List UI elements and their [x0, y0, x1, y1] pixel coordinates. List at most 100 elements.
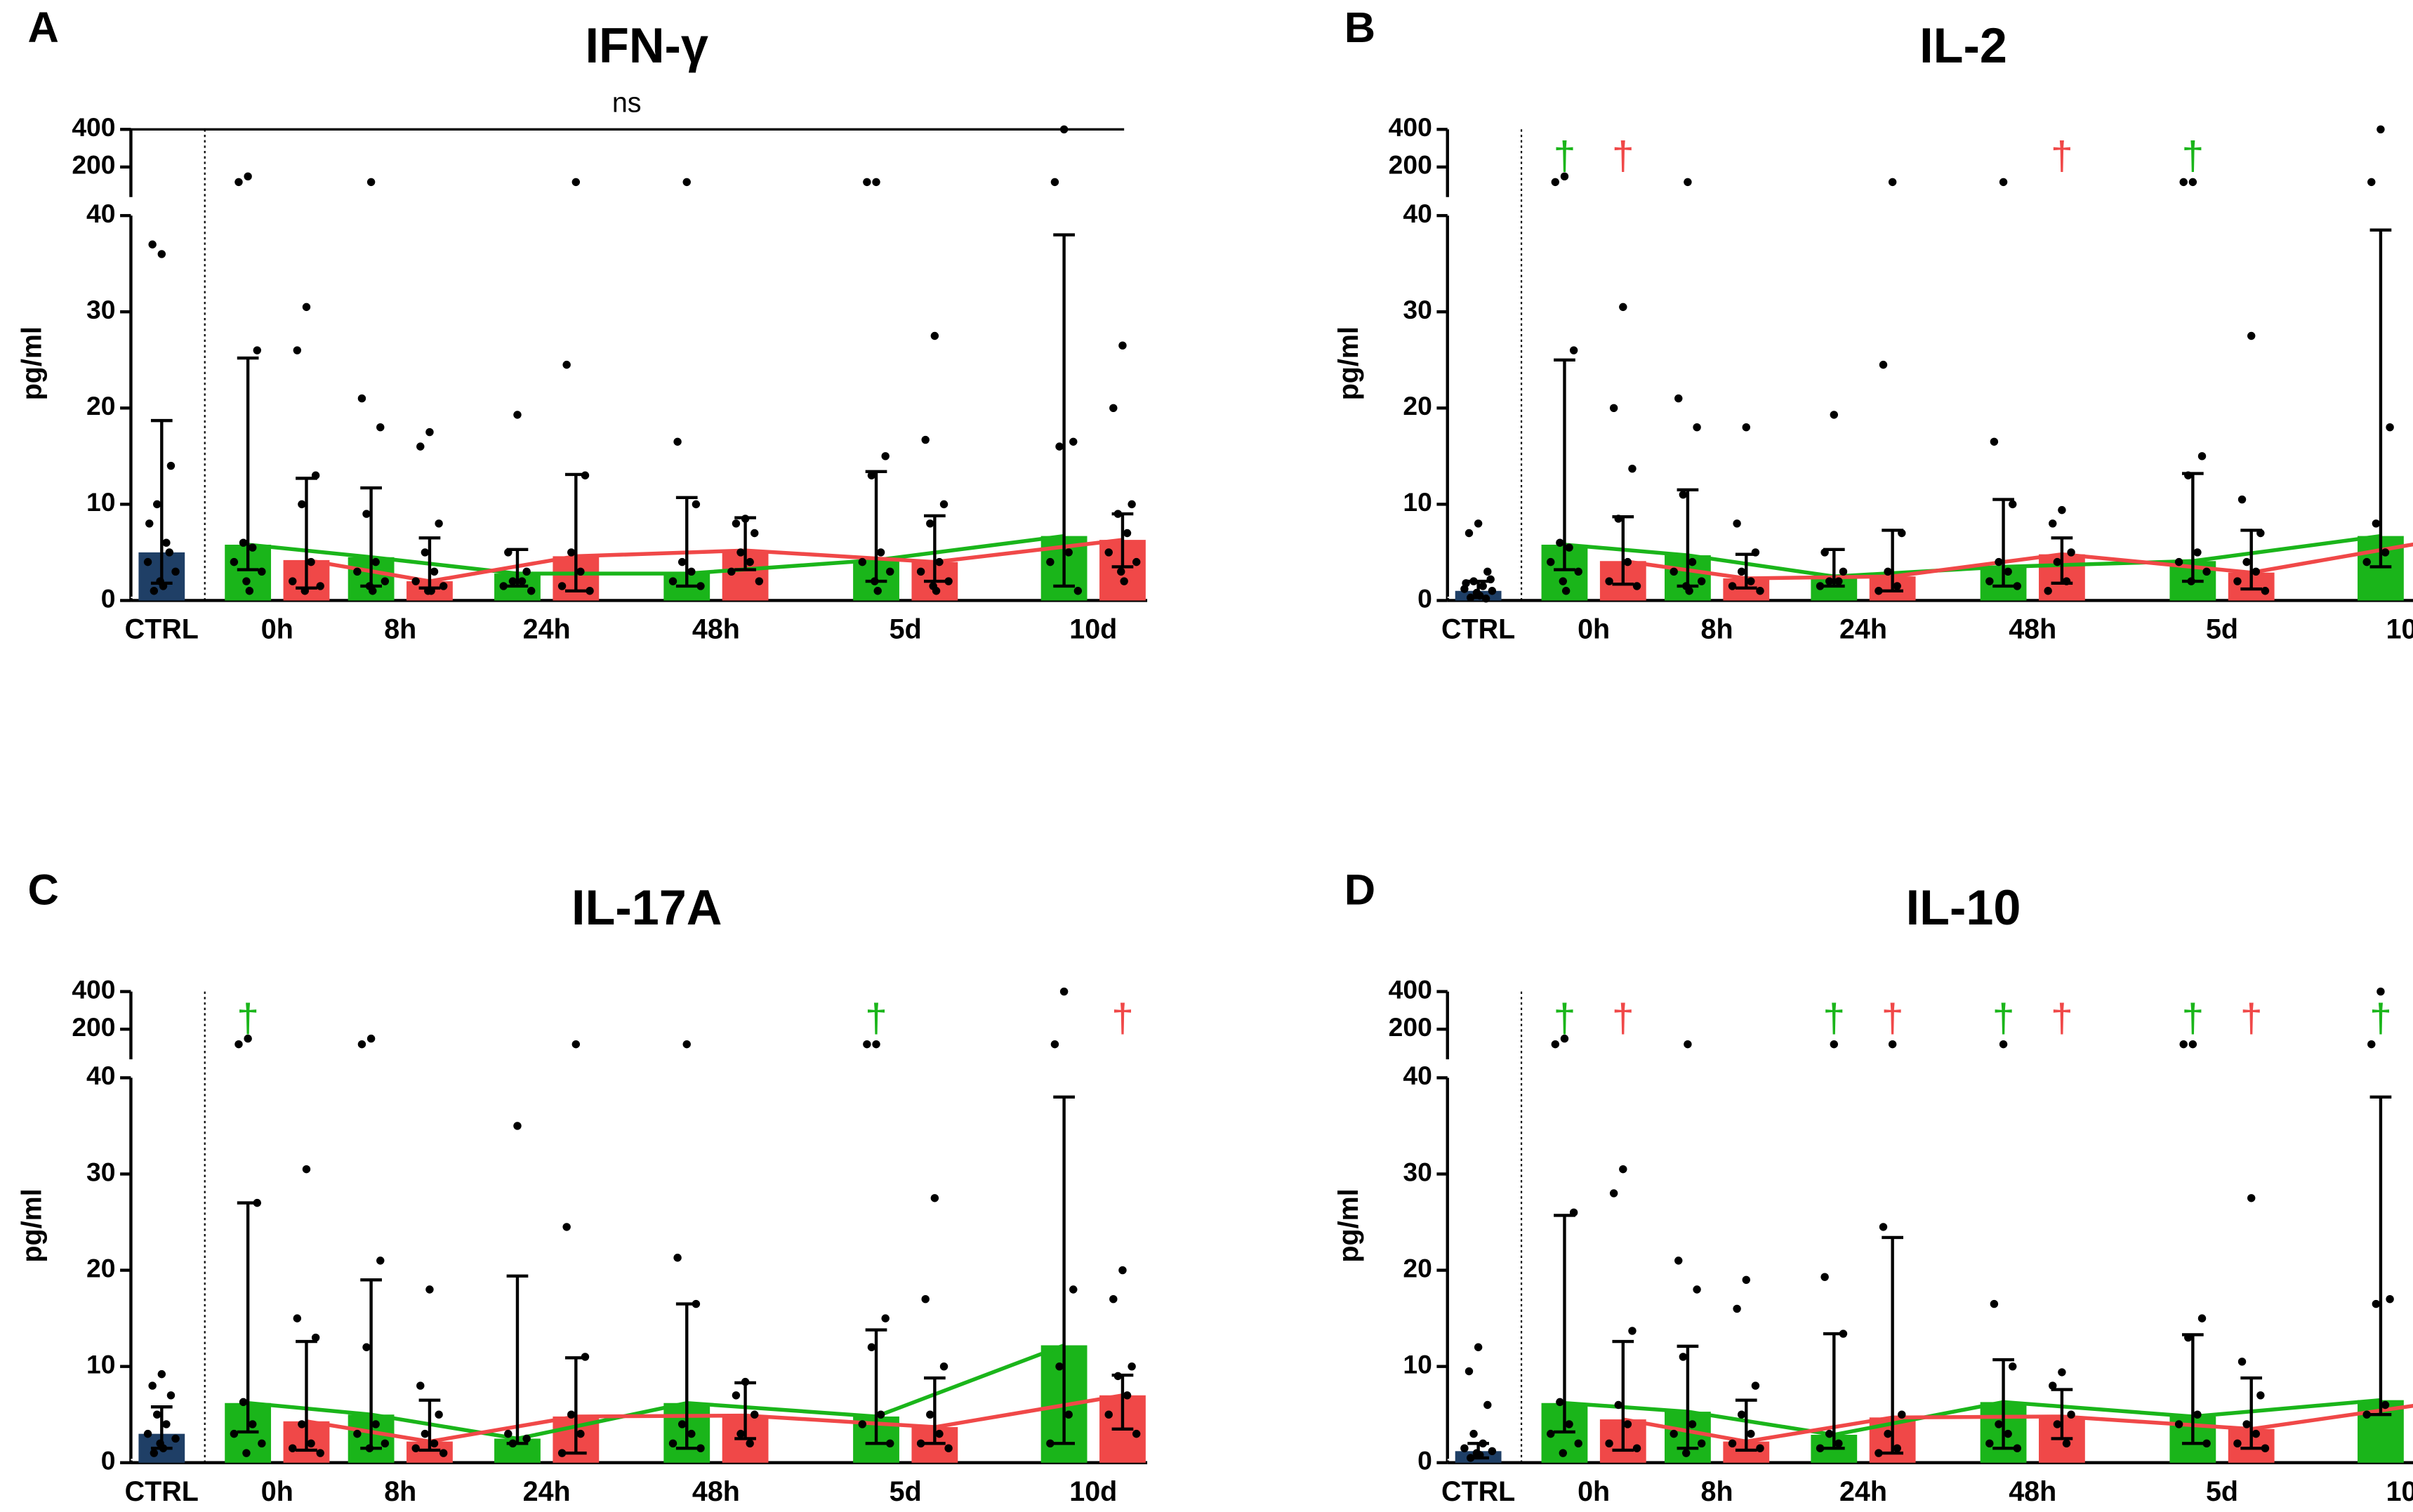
- data-point: [2237, 1358, 2247, 1366]
- data-point: [381, 577, 390, 585]
- x-tick-label: 5d: [890, 1476, 922, 1507]
- trend-line: [247, 1343, 1065, 1441]
- data-point: [298, 1420, 306, 1428]
- data-point: [289, 577, 297, 585]
- data-point: [369, 587, 377, 595]
- x-tick-label: CTRL: [1441, 1476, 1515, 1507]
- data-point: [687, 567, 696, 576]
- y-tick-label: 400: [72, 974, 115, 1004]
- data-point: [1670, 567, 1678, 576]
- data-point: [2256, 529, 2265, 538]
- data-point: [1839, 567, 1848, 576]
- data-point: [2386, 423, 2394, 432]
- panel-letter: A: [27, 4, 58, 52]
- data-point: [1069, 437, 1078, 446]
- data-point: [935, 1429, 944, 1438]
- data-point: [2058, 1368, 2066, 1377]
- data-point: [1109, 1295, 1118, 1304]
- trend-line: [1622, 542, 2413, 581]
- data-point: [353, 567, 362, 576]
- data-point: [145, 519, 154, 528]
- data-point: [1688, 557, 1697, 566]
- y-tick-label: 30: [86, 295, 115, 324]
- data-point: [1623, 557, 1632, 566]
- data-point: [2174, 1420, 2183, 1428]
- data-point: [1623, 1420, 1632, 1428]
- data-point: [1632, 1444, 1641, 1452]
- data-point: [435, 1410, 443, 1419]
- data-point: [1128, 500, 1136, 509]
- data-point: [2367, 178, 2376, 187]
- x-tick-label: 8h: [1701, 1476, 1733, 1507]
- data-point: [1059, 987, 1069, 996]
- data-point: [1674, 394, 1683, 403]
- dagger: †: [2369, 995, 2392, 1040]
- y-tick-label: 0: [101, 1446, 116, 1475]
- data-point: [2197, 1314, 2207, 1322]
- x-tick-label: 10d: [2386, 1476, 2413, 1507]
- y-axis-label: pg/ml: [1333, 1188, 1364, 1262]
- data-point: [1547, 557, 1555, 566]
- data-point: [307, 557, 315, 566]
- data-point: [557, 1449, 567, 1457]
- data-point: [171, 567, 180, 576]
- x-tick-label: 48h: [692, 1476, 740, 1507]
- data-point: [157, 1370, 166, 1379]
- data-point: [1888, 1040, 1897, 1049]
- panel-letter: D: [1344, 866, 1375, 914]
- data-point: [2372, 1299, 2381, 1308]
- data-point: [1050, 1040, 1059, 1049]
- data-point: [886, 567, 894, 576]
- data-point: [157, 250, 166, 258]
- data-point: [2013, 1444, 2022, 1452]
- chart-title: IFN-γ: [585, 18, 708, 73]
- data-point: [1737, 1410, 1746, 1419]
- data-point: [316, 582, 324, 590]
- data-point: [300, 587, 309, 595]
- data-point: [504, 548, 513, 557]
- data-point: [1569, 346, 1578, 354]
- data-point: [1688, 1420, 1697, 1428]
- data-point: [1693, 423, 1701, 432]
- data-point: [258, 567, 266, 576]
- data-point: [1565, 543, 1573, 552]
- data-point: [571, 178, 581, 187]
- data-point: [1474, 519, 1483, 528]
- data-point: [1884, 1429, 1892, 1438]
- x-tick-label: 8h: [1701, 614, 1733, 645]
- x-tick-label: 48h: [2009, 1476, 2056, 1507]
- y-tick-label: 10: [86, 487, 115, 517]
- data-point: [362, 510, 371, 518]
- trend-line: [306, 538, 1123, 583]
- data-point: [245, 587, 254, 595]
- data-point: [249, 543, 257, 552]
- data-point: [1064, 1410, 1073, 1419]
- y-tick-label: 20: [86, 391, 115, 420]
- data-point: [1834, 1439, 1843, 1448]
- dagger: †: [1992, 995, 2015, 1040]
- data-point: [586, 587, 594, 595]
- data-point: [2184, 471, 2193, 479]
- data-point: [1466, 593, 1475, 602]
- data-point: [522, 567, 531, 576]
- data-point: [1486, 575, 1495, 584]
- data-point: [916, 567, 925, 576]
- data-point: [1113, 510, 1123, 518]
- data-point: [2013, 582, 2022, 590]
- data-point: [2049, 519, 2057, 528]
- data-point: [1697, 1439, 1706, 1448]
- data-point: [159, 1444, 168, 1452]
- data-point: [1128, 1362, 1136, 1371]
- data-point: [1574, 1439, 1582, 1448]
- data-point: [253, 1198, 261, 1207]
- data-point: [2237, 495, 2247, 504]
- data-point: [939, 500, 948, 509]
- data-point: [2193, 1410, 2202, 1419]
- data-point: [1733, 1304, 1741, 1313]
- y-tick-label: 200: [72, 1012, 115, 1042]
- data-point: [430, 567, 439, 576]
- data-point: [1132, 1429, 1141, 1438]
- data-point: [293, 1314, 302, 1322]
- panel-letter: C: [27, 866, 58, 914]
- data-point: [230, 557, 239, 566]
